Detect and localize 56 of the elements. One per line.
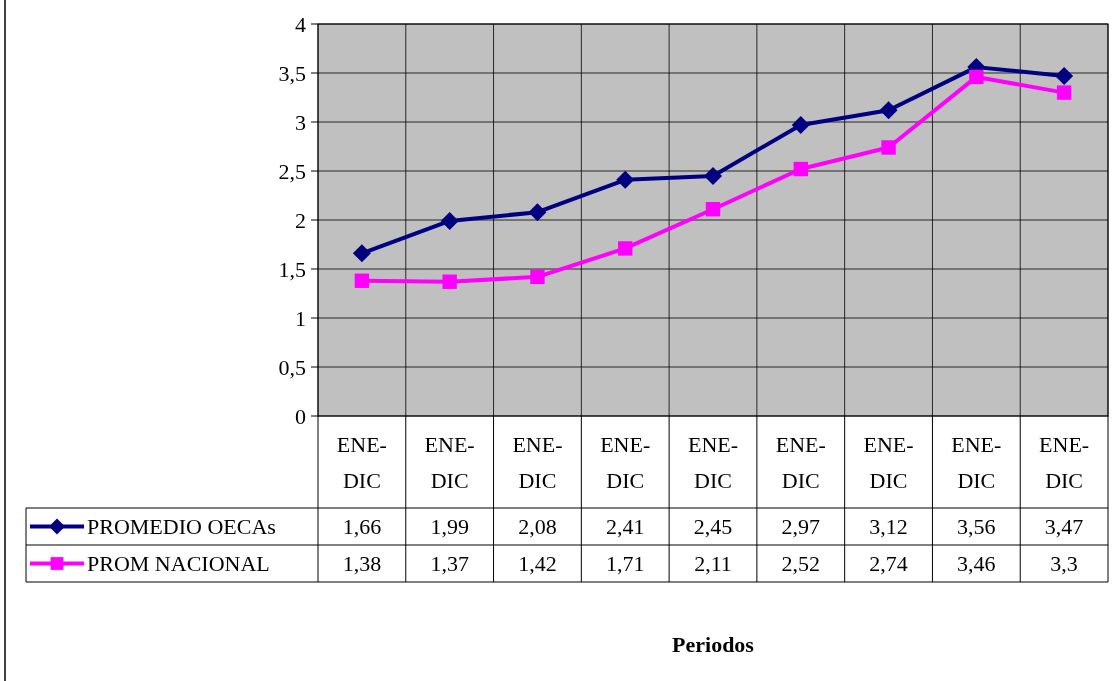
data-label: 3,46 (957, 551, 996, 577)
x-tick-label: ENE-DIC (600, 432, 651, 493)
point (528, 203, 547, 222)
y-tick-label: 1 (295, 305, 306, 331)
point (352, 244, 371, 263)
data-label: 1,42 (518, 551, 557, 577)
x-tick-label: ENE-DIC (951, 432, 1002, 493)
text: Periodos (672, 632, 755, 657)
data-label: 1,37 (430, 551, 469, 577)
point (1055, 66, 1074, 85)
y-tick-label: 3 (295, 109, 306, 135)
point (616, 170, 635, 189)
x-tick-label: ENE-DIC (687, 432, 739, 493)
x-tick-label: ENE-DIC (1039, 432, 1090, 493)
data-label: 2,74 (869, 551, 908, 577)
data-label: 2,52 (781, 551, 821, 577)
data-label: 1,66 (342, 514, 382, 540)
y-tick-label: 3,5 (278, 60, 306, 86)
point (1056, 85, 1072, 100)
point (440, 211, 459, 230)
y-tick-label: 1,5 (278, 256, 306, 282)
x-tick-label: ENE-DIC (424, 432, 475, 493)
y-tick-label: 4 (295, 11, 306, 37)
y-tick-label: 2,5 (278, 158, 306, 184)
point (969, 69, 984, 85)
point (793, 161, 808, 177)
x-tick-label: ENE-DIC (863, 432, 914, 493)
data-label: 2,11 (694, 551, 732, 577)
point (881, 140, 896, 155)
point (354, 273, 370, 288)
data-label: 3,56 (957, 514, 996, 540)
data-label: 2,97 (781, 514, 821, 540)
point (704, 166, 722, 185)
data-label: 2,08 (518, 514, 557, 540)
x-tick-label: ENE-DIC (775, 432, 826, 493)
x-tick-label: ENE-DIC (336, 432, 387, 493)
data-label: 2,41 (605, 514, 645, 540)
point (705, 202, 721, 217)
data-label: 3,47 (1044, 514, 1084, 540)
data-label: 1,99 (430, 514, 469, 540)
data-label: 3,12 (869, 514, 908, 540)
point (791, 115, 810, 134)
y-tick-label: 2 (295, 207, 306, 233)
point (879, 101, 898, 120)
y-tick-label: 0,5 (278, 354, 306, 380)
data-label: 1,71 (605, 551, 645, 577)
point (442, 274, 457, 289)
y-tick-label: 0 (295, 403, 306, 429)
legend-label: PROMEDIO OECAs (87, 514, 276, 540)
data-label: 2,45 (693, 514, 733, 540)
data-label: 3,3 (1050, 551, 1078, 577)
x-tick-label: ENE-DIC (512, 432, 563, 493)
legend-label: PROM NACIONAL (87, 551, 270, 577)
point (530, 269, 545, 285)
data-label: 1,38 (342, 551, 382, 577)
point (618, 241, 633, 256)
